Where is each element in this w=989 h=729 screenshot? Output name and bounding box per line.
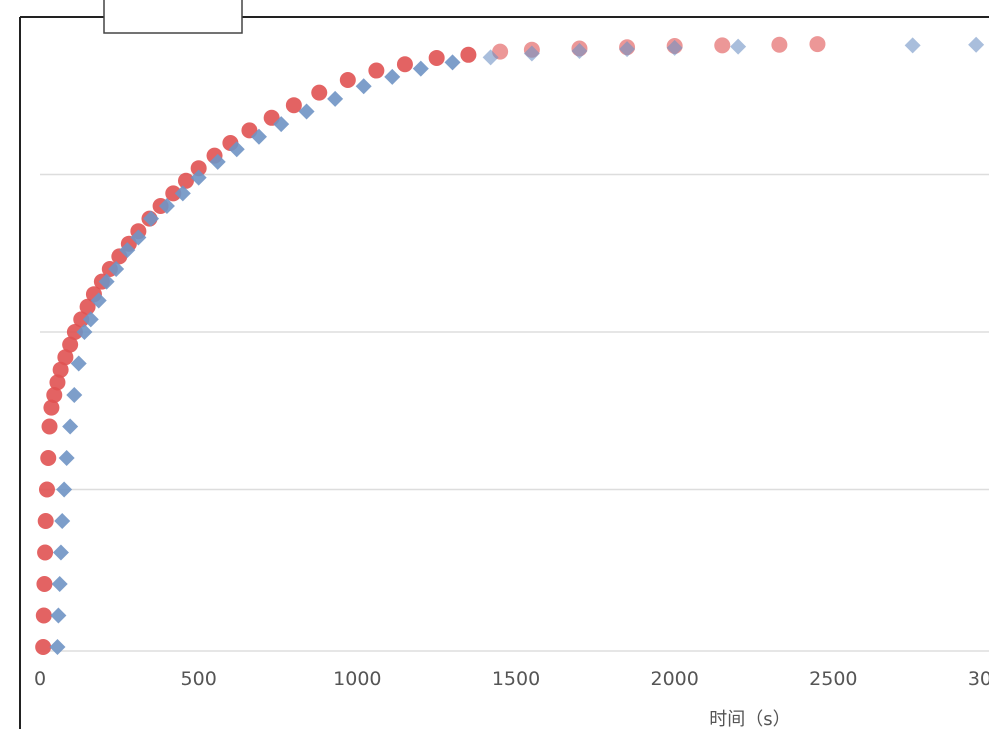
series-0-point-4 bbox=[37, 513, 54, 529]
series-0-point-37 bbox=[428, 49, 445, 66]
series-0-point-26 bbox=[177, 172, 194, 189]
series-0-point-1 bbox=[35, 607, 52, 624]
series-0-point-36 bbox=[396, 56, 413, 73]
series-1-point-23 bbox=[250, 128, 267, 145]
series-1-point-12 bbox=[90, 292, 107, 309]
series-1-point-8 bbox=[66, 387, 83, 403]
x-tick-label-6: 3000 bbox=[968, 668, 989, 690]
series-1-point-10 bbox=[76, 324, 93, 340]
x-tick-label-0: 0 bbox=[34, 668, 46, 690]
series-1-point-24 bbox=[273, 116, 290, 133]
series-1-point-31 bbox=[482, 49, 499, 66]
series-1-point-2 bbox=[51, 576, 68, 592]
series-1-point-4 bbox=[54, 513, 71, 529]
series-1-point-33 bbox=[571, 43, 588, 60]
series-1-point-32 bbox=[523, 45, 540, 62]
series-1-point-34 bbox=[619, 41, 636, 58]
series-1-point-26 bbox=[327, 90, 344, 107]
series-0-point-44 bbox=[714, 37, 731, 54]
series-0-point-13 bbox=[62, 336, 79, 353]
series-1-point-13 bbox=[98, 273, 115, 290]
series-0 bbox=[35, 36, 826, 655]
x-tick-label-5: 2500 bbox=[809, 668, 857, 690]
x-tick-labels: 0 500 1000 1500 2000 2500 3000 bbox=[34, 668, 989, 690]
series-0-point-46 bbox=[809, 36, 826, 53]
series-0-point-0 bbox=[35, 639, 52, 655]
series-1-point-14 bbox=[108, 261, 125, 277]
points-layer bbox=[35, 36, 985, 655]
series-0-point-45 bbox=[771, 36, 788, 53]
series-0-point-8 bbox=[43, 399, 60, 416]
series-1-point-1 bbox=[50, 607, 67, 624]
x-axis-title: 时间（s） bbox=[709, 709, 790, 729]
series-0-point-14 bbox=[66, 324, 83, 340]
series-1-point-3 bbox=[52, 544, 69, 561]
series-1-point-22 bbox=[228, 141, 245, 158]
series-1-point-29 bbox=[412, 60, 429, 77]
series-0-point-2 bbox=[36, 576, 53, 592]
series-1-point-18 bbox=[158, 198, 175, 214]
series-1-point-27 bbox=[355, 78, 372, 95]
series-1-point-19 bbox=[174, 185, 191, 202]
series-1-point-5 bbox=[56, 481, 73, 498]
legend-box bbox=[103, 0, 243, 34]
series-0-point-38 bbox=[460, 46, 477, 63]
series-1-point-7 bbox=[62, 418, 79, 435]
series-0-point-32 bbox=[285, 97, 302, 114]
x-tick-label-1: 500 bbox=[181, 668, 217, 690]
x-tick-label-3: 1500 bbox=[492, 668, 540, 690]
series-1-point-25 bbox=[298, 103, 315, 120]
series-0-point-11 bbox=[52, 361, 69, 378]
series-0-point-16 bbox=[79, 298, 96, 315]
series-1-point-38 bbox=[968, 36, 985, 53]
series-1-point-35 bbox=[666, 39, 683, 56]
series-0-point-7 bbox=[41, 418, 58, 435]
series-1-point-36 bbox=[730, 38, 747, 55]
grid-layer bbox=[40, 173, 989, 652]
series-0-point-33 bbox=[311, 84, 328, 101]
series-1-point-37 bbox=[904, 37, 921, 54]
series-1-point-21 bbox=[209, 153, 226, 170]
series-1 bbox=[49, 36, 985, 655]
series-1-point-0 bbox=[49, 639, 66, 655]
series-1-point-6 bbox=[58, 450, 75, 466]
series-1-point-11 bbox=[82, 311, 99, 328]
series-0-point-15 bbox=[73, 311, 90, 328]
series-1-point-20 bbox=[190, 169, 207, 186]
series-0-point-25 bbox=[165, 185, 182, 202]
series-1-point-28 bbox=[384, 68, 401, 85]
series-0-point-10 bbox=[49, 374, 66, 391]
series-0-point-5 bbox=[38, 481, 55, 498]
series-0-point-3 bbox=[37, 544, 54, 561]
x-tick-label-4: 2000 bbox=[650, 668, 698, 690]
series-0-point-6 bbox=[40, 450, 57, 466]
series-1-point-16 bbox=[130, 229, 147, 246]
series-0-point-35 bbox=[368, 62, 385, 79]
series-1-point-9 bbox=[70, 355, 87, 372]
series-0-point-9 bbox=[46, 387, 63, 403]
series-1-point-17 bbox=[143, 210, 160, 227]
x-tick-label-2: 1000 bbox=[333, 668, 381, 690]
series-0-point-27 bbox=[190, 160, 207, 177]
series-0-point-12 bbox=[57, 349, 74, 366]
series-1-point-15 bbox=[119, 242, 136, 259]
series-0-point-34 bbox=[339, 72, 356, 88]
series-1-point-30 bbox=[444, 54, 461, 71]
